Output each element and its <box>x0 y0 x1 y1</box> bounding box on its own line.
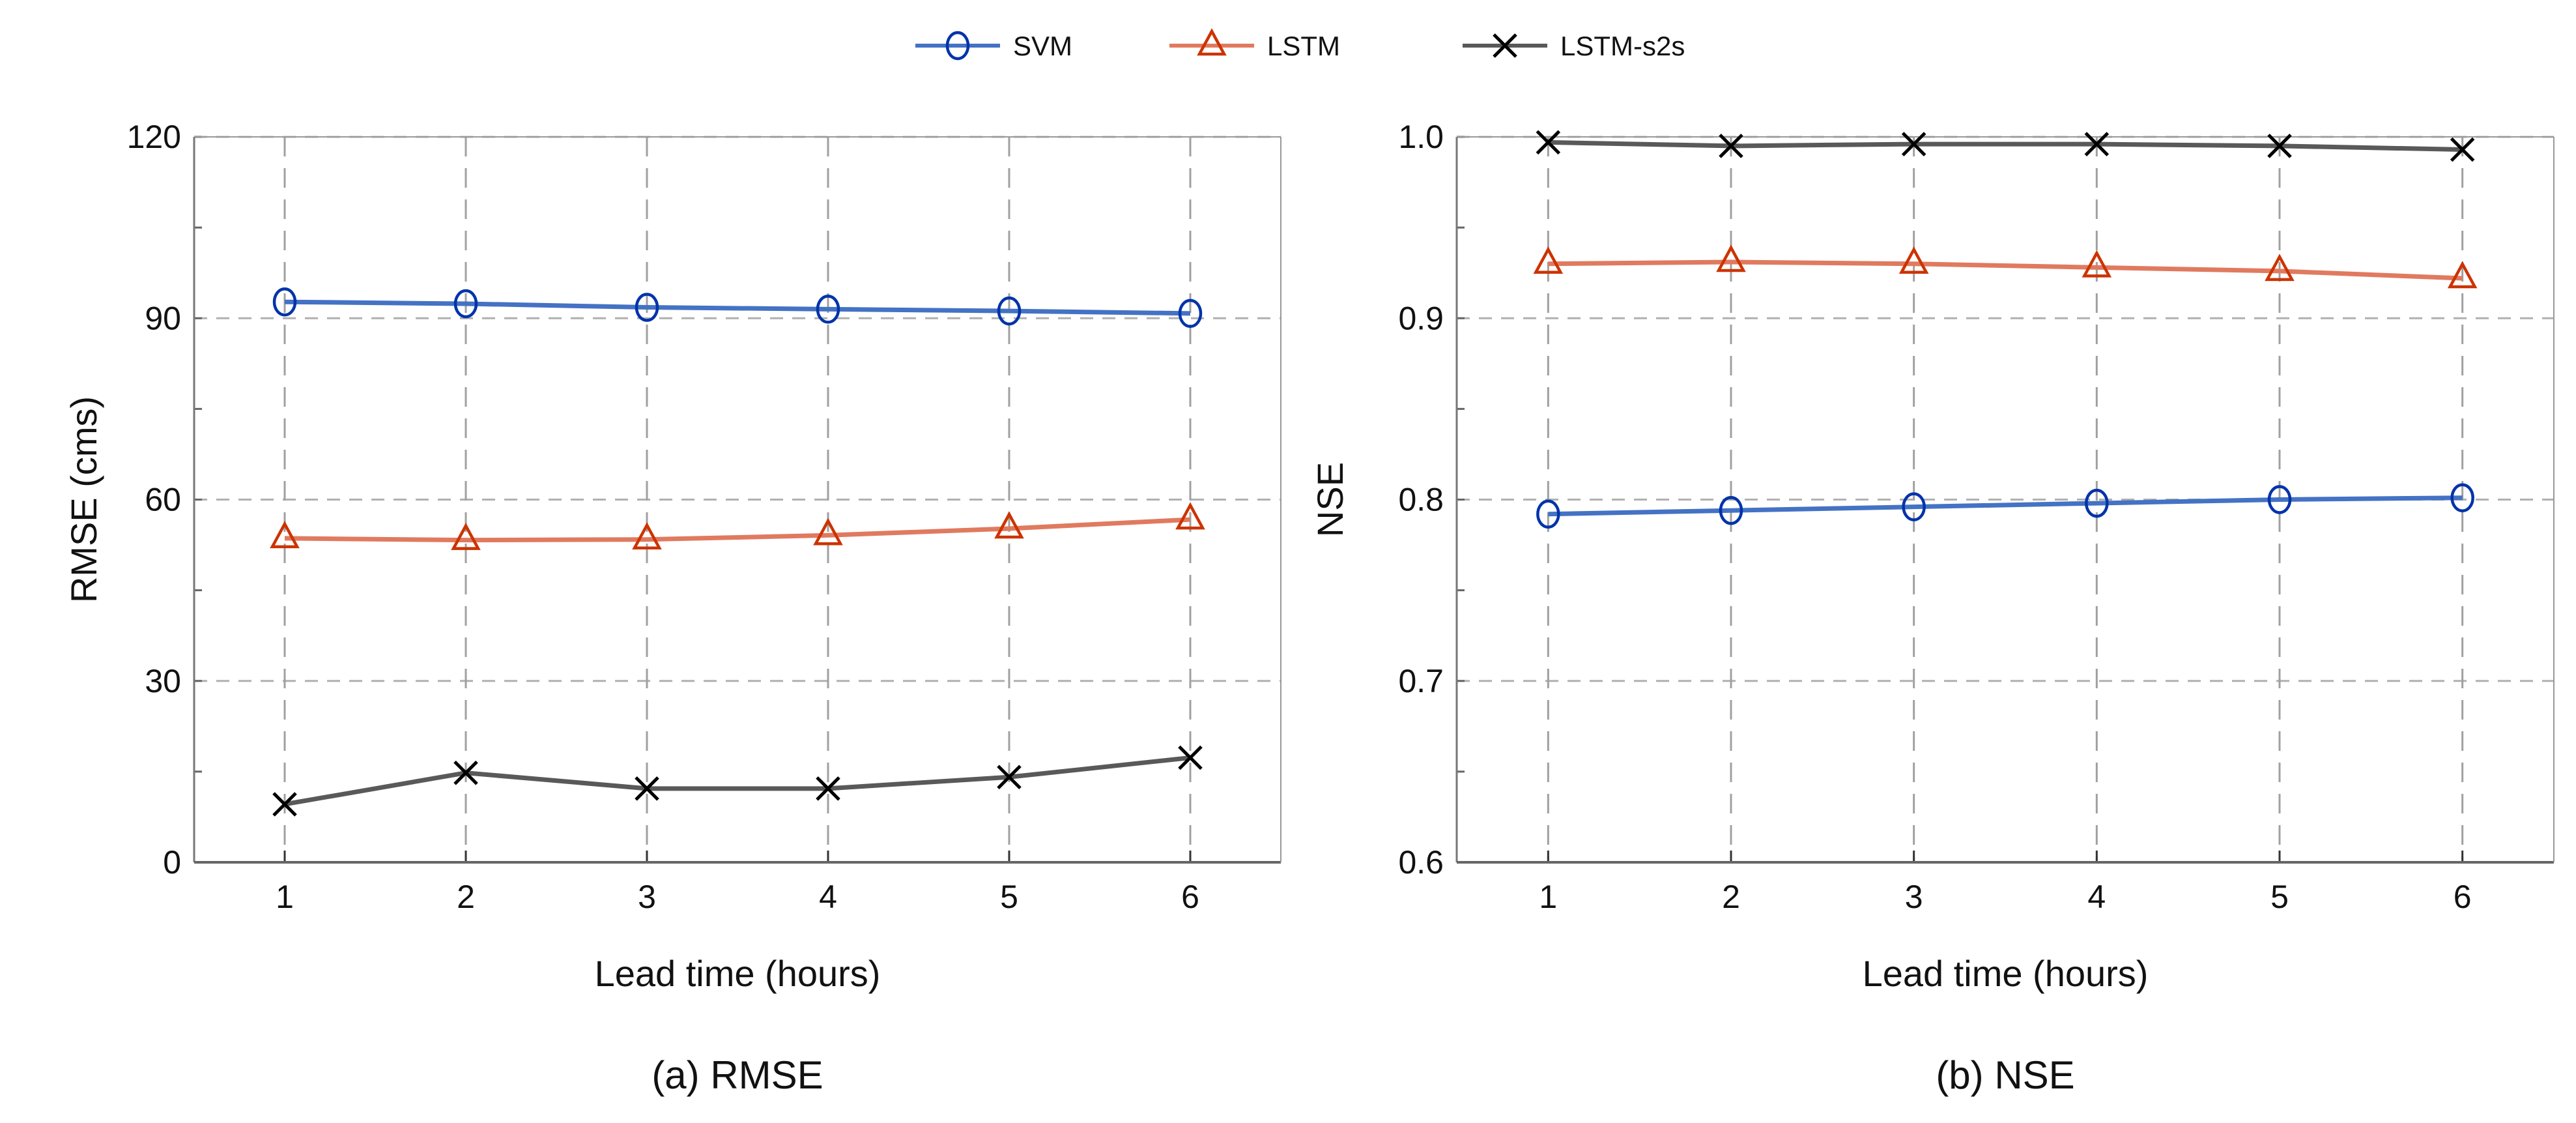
legend-entry-svm: SVM <box>915 31 1072 61</box>
legend-entry-lstm: LSTM <box>1169 28 1340 61</box>
data-point <box>1175 502 1205 530</box>
data-point <box>635 776 659 801</box>
data-point <box>272 792 297 817</box>
rmse-chart: 0 30 60 90 120 1 2 3 4 5 6 Lead time (hours) RMSE (c… <box>63 119 1281 1097</box>
series-line <box>284 517 1191 543</box>
data-point <box>453 289 478 319</box>
x-tick-label: 3 <box>1905 879 1923 915</box>
legend-circle-marker <box>945 31 970 61</box>
data-point <box>1536 130 1561 155</box>
y-tick-label: 120 <box>127 119 181 155</box>
data-point <box>1902 492 1926 521</box>
y-axis-label: RMSE (cms) <box>63 396 104 603</box>
x-tick-label: 4 <box>2087 879 2106 915</box>
x-axis-label: Lead time (hours) <box>595 953 881 994</box>
y-tick-label: 0.8 <box>1398 482 1444 518</box>
x-tick-label: 5 <box>2270 879 2289 915</box>
x-tick-label: 1 <box>1539 879 1557 915</box>
legend-label: LSTM <box>1267 31 1340 61</box>
data-point <box>2084 132 2110 156</box>
data-point <box>816 295 840 324</box>
data-point <box>997 765 1022 789</box>
data-point <box>2082 250 2112 278</box>
data-point <box>1178 745 1203 770</box>
legend-triangle-marker <box>1197 28 1227 56</box>
legend-entry-lstm-s2s: LSTM-s2s <box>1463 31 1685 61</box>
data-point <box>1901 132 1926 156</box>
data-point <box>2267 485 2292 514</box>
x-tick-label: 2 <box>1722 879 1740 915</box>
data-point <box>994 511 1024 539</box>
x-tick-label: 6 <box>1181 879 1199 915</box>
legend-label: SVM <box>1013 31 1072 61</box>
legend-label: LSTM-s2s <box>1560 31 1685 61</box>
x-tick-label: 2 <box>457 879 475 915</box>
data-point <box>2450 483 2474 512</box>
y-tick-label: 0.7 <box>1398 663 1444 699</box>
series-svm <box>1536 483 2474 529</box>
series-lstm <box>270 502 1205 550</box>
data-point <box>1536 499 1560 529</box>
data-point <box>2265 254 2295 282</box>
series-line <box>284 755 1191 807</box>
series-lstm-s2s <box>272 745 1203 817</box>
x-axis-label: Lead time (hours) <box>1863 953 2149 994</box>
data-point <box>1716 244 1746 272</box>
data-point <box>2447 261 2478 289</box>
chart-title: (b) NSE <box>1936 1053 2074 1097</box>
y-tick-label: 1.0 <box>1398 119 1444 155</box>
series-line <box>1548 139 2463 152</box>
series-line <box>1548 259 2463 281</box>
nse-chart: 0.6 0.7 0.8 0.9 1.0 1 2 3 4 5 6 Lead time (hours) NS… <box>1309 119 2555 1097</box>
data-point <box>1533 246 1564 274</box>
data-point <box>272 287 297 317</box>
series-lstm-s2s <box>1536 130 2475 162</box>
data-point <box>2267 134 2292 158</box>
data-point <box>1898 246 1929 274</box>
y-axis-label: NSE <box>1309 462 1351 537</box>
data-point <box>1178 299 1203 328</box>
x-tick-label: 1 <box>276 879 294 915</box>
series-line <box>1548 495 2463 517</box>
y-tick-label: 90 <box>145 300 181 336</box>
x-tick-label: 3 <box>638 879 656 915</box>
y-tick-label: 0.6 <box>1398 844 1444 881</box>
x-tick-label: 4 <box>819 879 837 915</box>
x-tick-label: 6 <box>2454 879 2472 915</box>
series-lstm <box>1533 244 2478 289</box>
x-tick-label: 5 <box>1000 879 1018 915</box>
data-point <box>1719 495 1743 525</box>
data-point <box>270 521 300 549</box>
data-point <box>451 522 481 550</box>
data-point <box>453 760 478 785</box>
chart-title: (a) RMSE <box>651 1053 823 1097</box>
y-tick-label: 30 <box>145 663 181 699</box>
data-point <box>816 776 840 801</box>
legend-x-marker <box>1493 33 1517 58</box>
data-point <box>632 521 662 549</box>
data-point <box>813 518 843 546</box>
data-point <box>997 296 1022 326</box>
data-point <box>635 293 659 322</box>
data-point <box>2450 137 2475 162</box>
data-point <box>1719 134 1743 158</box>
series-line <box>284 299 1191 316</box>
y-tick-label: 0.9 <box>1398 300 1444 336</box>
legend: SVM LSTM LSTM-s2s <box>915 28 1685 61</box>
series-svm <box>272 287 1203 328</box>
y-tick-label: 60 <box>145 482 181 518</box>
data-point <box>2085 488 2109 518</box>
y-tick-label: 0 <box>163 844 181 881</box>
